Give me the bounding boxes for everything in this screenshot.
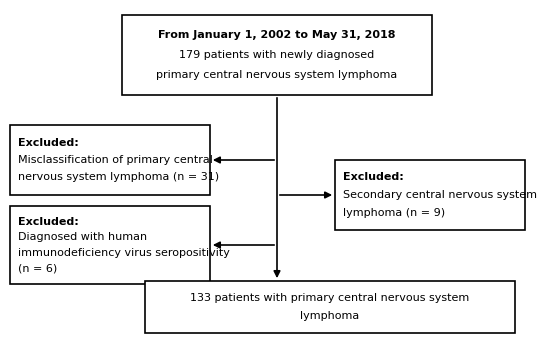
Text: lymphoma (n = 9): lymphoma (n = 9) (343, 207, 445, 218)
Text: Excluded:: Excluded: (18, 217, 79, 226)
Text: Secondary central nervous system: Secondary central nervous system (343, 190, 537, 200)
Bar (145, 281, 515, 333)
Text: Excluded:: Excluded: (18, 137, 79, 148)
Text: immunodeficiency virus seropositivity: immunodeficiency virus seropositivity (18, 248, 230, 258)
Text: Diagnosed with human: Diagnosed with human (18, 232, 147, 242)
Text: Misclassification of primary central: Misclassification of primary central (18, 155, 213, 165)
Text: 133 patients with primary central nervous system: 133 patients with primary central nervou… (191, 293, 470, 303)
Bar (10, 206, 210, 284)
Text: nervous system lymphoma (n = 31): nervous system lymphoma (n = 31) (18, 172, 219, 183)
Text: 179 patients with newly diagnosed: 179 patients with newly diagnosed (179, 50, 375, 60)
Text: primary central nervous system lymphoma: primary central nervous system lymphoma (156, 70, 398, 80)
Text: From January 1, 2002 to May 31, 2018: From January 1, 2002 to May 31, 2018 (158, 30, 396, 40)
Bar (122, 15, 432, 95)
Text: lymphoma: lymphoma (300, 311, 360, 321)
Bar (10, 125, 210, 195)
Bar (335, 160, 525, 230)
Text: (n = 6): (n = 6) (18, 264, 57, 273)
Text: Excluded:: Excluded: (343, 172, 404, 183)
